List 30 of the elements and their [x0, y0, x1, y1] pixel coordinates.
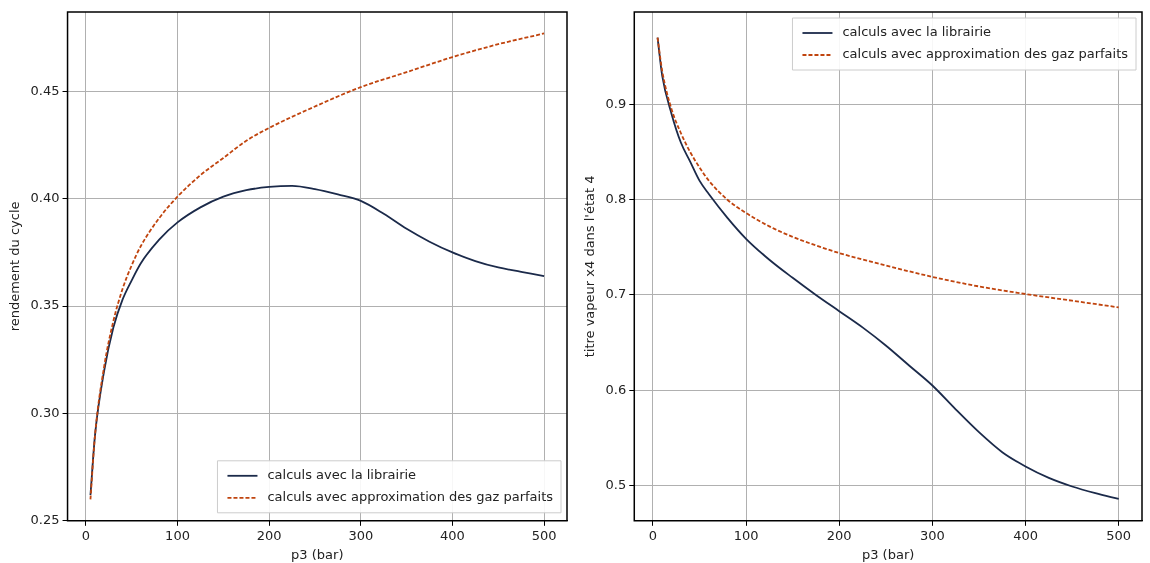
x-tick-label: 400 — [440, 527, 465, 543]
x-tick-label: 200 — [256, 527, 282, 543]
x-tick-label: 400 — [1013, 527, 1038, 543]
y-tick-label: 0.40 — [30, 190, 60, 206]
y-tick-label: 0.25 — [30, 512, 60, 528]
legend-label: calculs avec la librairie — [267, 467, 417, 483]
y-axis-title: rendement du cycle — [7, 201, 23, 332]
legend-label: calculs avec approximation des gaz parfaits — [267, 489, 554, 505]
x-tick-label: 100 — [733, 527, 759, 543]
x-tick-label: 500 — [531, 527, 557, 543]
x-tick-label: 0 — [81, 527, 91, 543]
legend-label: calculs avec la librairie — [842, 24, 992, 40]
y-axis-title: titre vapeur x4 dans l'état 4 — [582, 175, 598, 358]
y-tick-label: 0.7 — [605, 286, 627, 302]
x-tick-label: 100 — [165, 527, 190, 543]
x-tick-label: 500 — [1106, 527, 1132, 543]
y-tick-label: 0.6 — [605, 381, 627, 397]
y-tick-label: 0.35 — [30, 297, 60, 313]
x-tick-label: 200 — [826, 527, 852, 543]
x-axis-title: p3 (bar) — [291, 546, 344, 562]
x-tick-label: 0 — [648, 527, 658, 543]
y-tick-label: 0.30 — [30, 404, 60, 420]
x-tick-label: 300 — [348, 527, 374, 543]
y-tick-label: 0.5 — [605, 476, 627, 492]
legend-label: calculs avec approximation des gaz parfaits — [842, 46, 1129, 62]
y-tick-label: 0.8 — [605, 191, 627, 207]
x-axis-title: p3 (bar) — [861, 546, 915, 562]
y-tick-label: 0.9 — [605, 95, 627, 111]
y-tick-label: 0.45 — [30, 82, 60, 98]
x-tick-label: 300 — [919, 527, 945, 543]
